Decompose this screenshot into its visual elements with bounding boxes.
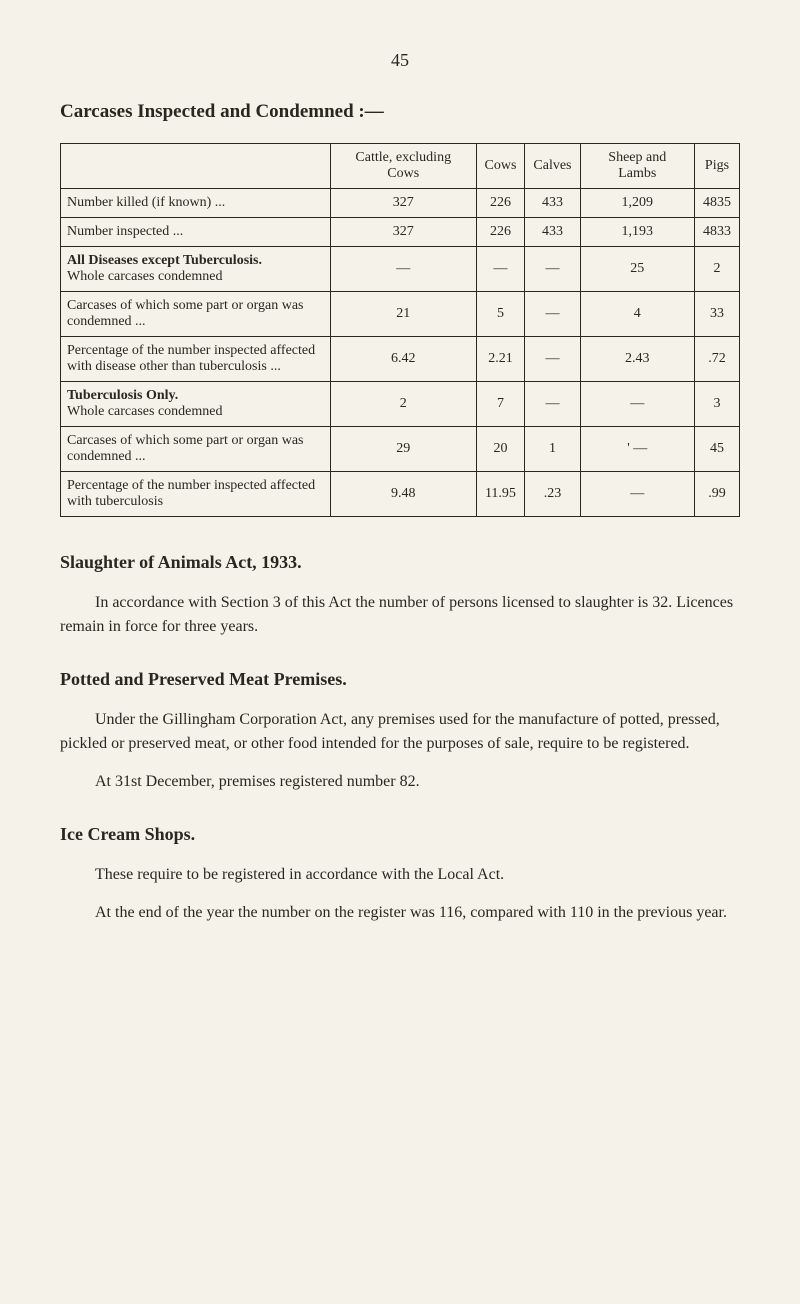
table-cell: — — [525, 292, 580, 337]
col-header-cattle: Cattle, excluding Cows — [331, 144, 477, 189]
row-label-sub: Whole carcases condemned — [67, 269, 222, 284]
table-cell: 4833 — [694, 218, 739, 247]
table-cell: 6.42 — [331, 337, 477, 382]
table-cell: 20 — [476, 427, 525, 472]
main-heading: Carcases Inspected and Condemned :— — [60, 101, 740, 123]
table-row: Percentage of the number inspected affec… — [61, 472, 740, 517]
table-cell: — — [476, 247, 525, 292]
row-label-bold: All Diseases except Tuberculosis. — [67, 253, 262, 268]
col-header-sheep: Sheep and Lambs — [580, 144, 694, 189]
row-label: Carcases of which some part or organ was… — [61, 427, 331, 472]
row-label: Number killed (if known) ... — [61, 189, 331, 218]
table-cell: — — [525, 337, 580, 382]
table-cell: 5 — [476, 292, 525, 337]
table-row: Carcases of which some part or organ was… — [61, 292, 740, 337]
table-cell: 7 — [476, 382, 525, 427]
table-cell: 226 — [476, 218, 525, 247]
table-row: Number killed (if known) ... 327 226 433… — [61, 189, 740, 218]
table-cell: 4835 — [694, 189, 739, 218]
table-row: Number inspected ... 327 226 433 1,193 4… — [61, 218, 740, 247]
table-cell: — — [331, 247, 477, 292]
row-label: All Diseases except Tuberculosis. Whole … — [61, 247, 331, 292]
section-title-slaughter: Slaughter of Animals Act, 1933. — [60, 552, 740, 573]
body-paragraph: In accordance with Section 3 of this Act… — [60, 591, 740, 639]
table-cell: .23 — [525, 472, 580, 517]
table-cell: 433 — [525, 218, 580, 247]
table-cell: 327 — [331, 218, 477, 247]
table-cell: 327 — [331, 189, 477, 218]
col-header-cows: Cows — [476, 144, 525, 189]
table-cell: 1,209 — [580, 189, 694, 218]
table-cell: 29 — [331, 427, 477, 472]
table-cell: 33 — [694, 292, 739, 337]
table-cell: 4 — [580, 292, 694, 337]
table-cell: 1 — [525, 427, 580, 472]
page-number: 45 — [60, 50, 740, 71]
col-header-blank — [61, 144, 331, 189]
col-header-pigs: Pigs — [694, 144, 739, 189]
table-cell: .72 — [694, 337, 739, 382]
carcases-table: Cattle, excluding Cows Cows Calves Sheep… — [60, 143, 740, 517]
table-cell: 9.48 — [331, 472, 477, 517]
table-cell: 226 — [476, 189, 525, 218]
table-cell: ' — — [580, 427, 694, 472]
table-row: Tuberculosis Only. Whole carcases condem… — [61, 382, 740, 427]
table-cell: — — [525, 382, 580, 427]
table-cell: 2.43 — [580, 337, 694, 382]
section-title-icecream: Ice Cream Shops. — [60, 824, 740, 845]
table-cell: 433 — [525, 189, 580, 218]
body-paragraph: Under the Gillingham Corporation Act, an… — [60, 708, 740, 756]
col-header-calves: Calves — [525, 144, 580, 189]
table-row: All Diseases except Tuberculosis. Whole … — [61, 247, 740, 292]
table-cell: 11.95 — [476, 472, 525, 517]
table-cell: — — [580, 472, 694, 517]
table-cell: 45 — [694, 427, 739, 472]
table-cell: .99 — [694, 472, 739, 517]
table-cell: 25 — [580, 247, 694, 292]
row-label: Number inspected ... — [61, 218, 331, 247]
row-label: Tuberculosis Only. Whole carcases condem… — [61, 382, 331, 427]
row-label-bold: Tuberculosis Only. — [67, 388, 178, 403]
table-cell: — — [580, 382, 694, 427]
table-row: Carcases of which some part or organ was… — [61, 427, 740, 472]
table-cell: 2 — [331, 382, 477, 427]
body-paragraph: At the end of the year the number on the… — [60, 901, 740, 925]
row-label-sub: Whole carcases condemned — [67, 404, 222, 419]
section-title-potted: Potted and Preserved Meat Premises. — [60, 669, 740, 690]
table-cell: — — [525, 247, 580, 292]
table-row: Percentage of the number inspected affec… — [61, 337, 740, 382]
row-label: Percentage of the number inspected affec… — [61, 337, 331, 382]
body-paragraph: These require to be registered in accord… — [60, 863, 740, 887]
body-paragraph: At 31st December, premises registered nu… — [60, 770, 740, 794]
row-label: Carcases of which some part or organ was… — [61, 292, 331, 337]
row-label: Percentage of the number inspected affec… — [61, 472, 331, 517]
table-cell: 2.21 — [476, 337, 525, 382]
table-cell: 1,193 — [580, 218, 694, 247]
table-cell: 21 — [331, 292, 477, 337]
table-cell: 2 — [694, 247, 739, 292]
table-cell: 3 — [694, 382, 739, 427]
